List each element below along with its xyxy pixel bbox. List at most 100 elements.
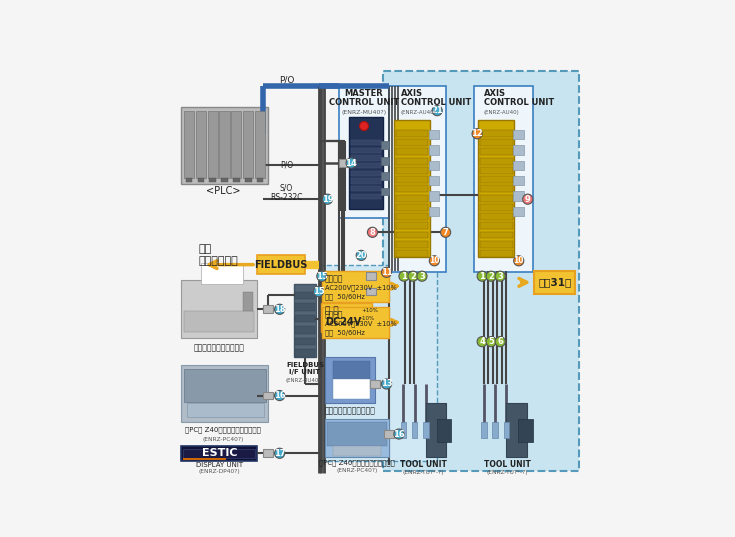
Circle shape bbox=[486, 271, 496, 281]
Text: FIELDBUS: FIELDBUS bbox=[286, 362, 324, 368]
Bar bbox=[480, 204, 512, 211]
Text: 21: 21 bbox=[431, 106, 443, 115]
Bar bbox=[480, 231, 512, 238]
Bar bbox=[320, 303, 373, 332]
Bar bbox=[513, 192, 524, 201]
Text: TOOL UNIT: TOOL UNIT bbox=[484, 460, 531, 469]
Bar bbox=[295, 303, 315, 311]
Circle shape bbox=[486, 337, 496, 347]
Text: 16: 16 bbox=[393, 430, 405, 439]
Circle shape bbox=[477, 337, 487, 347]
Bar bbox=[295, 315, 315, 322]
Text: 5: 5 bbox=[488, 337, 494, 346]
Circle shape bbox=[408, 271, 418, 281]
Text: TOOL UNIT: TOOL UNIT bbox=[400, 460, 447, 469]
Bar bbox=[196, 111, 206, 178]
Text: P/O: P/O bbox=[280, 160, 293, 169]
Circle shape bbox=[381, 379, 392, 389]
Circle shape bbox=[477, 271, 487, 281]
Bar bbox=[366, 288, 376, 295]
Circle shape bbox=[472, 129, 482, 139]
Bar bbox=[257, 256, 305, 274]
Circle shape bbox=[514, 256, 524, 266]
Circle shape bbox=[399, 271, 409, 281]
Circle shape bbox=[356, 250, 366, 260]
Text: -10%: -10% bbox=[361, 316, 376, 321]
Circle shape bbox=[275, 448, 284, 459]
Bar bbox=[395, 231, 429, 238]
Bar bbox=[339, 86, 390, 219]
Text: 三相  50/60Hz: 三相 50/60Hz bbox=[325, 330, 365, 337]
Bar bbox=[333, 379, 370, 400]
Text: 6: 6 bbox=[498, 337, 503, 346]
Circle shape bbox=[346, 158, 356, 168]
Text: ＜PC＞ Z40マネージメントソフト: ＜PC＞ Z40マネージメントソフト bbox=[185, 427, 262, 433]
Bar bbox=[201, 263, 243, 284]
Bar bbox=[534, 271, 575, 294]
Bar bbox=[209, 178, 216, 182]
Bar bbox=[437, 419, 451, 442]
Bar bbox=[513, 146, 524, 155]
Bar bbox=[328, 422, 387, 446]
Text: AC200V～230V  ±10%: AC200V～230V ±10% bbox=[325, 321, 396, 327]
Bar bbox=[429, 192, 439, 201]
Bar bbox=[395, 167, 429, 174]
Text: ESTIC: ESTIC bbox=[201, 447, 237, 458]
Bar bbox=[401, 423, 406, 438]
Bar bbox=[340, 159, 349, 167]
Bar bbox=[182, 107, 268, 184]
Text: 7: 7 bbox=[442, 228, 448, 237]
Bar bbox=[480, 148, 512, 155]
Text: MASTER: MASTER bbox=[345, 89, 384, 98]
Text: DISPLAY UNIT: DISPLAY UNIT bbox=[196, 462, 243, 468]
Bar bbox=[384, 430, 395, 438]
Circle shape bbox=[440, 227, 451, 237]
Bar bbox=[295, 350, 315, 357]
Bar bbox=[351, 186, 381, 192]
Bar bbox=[351, 171, 381, 176]
Circle shape bbox=[359, 121, 368, 130]
Text: AXIS: AXIS bbox=[484, 89, 506, 98]
Text: AXIS: AXIS bbox=[401, 89, 423, 98]
Text: 10: 10 bbox=[514, 256, 524, 265]
Bar bbox=[480, 130, 512, 137]
Text: FIELDBUS: FIELDBUS bbox=[254, 260, 307, 270]
Bar bbox=[294, 284, 316, 357]
Circle shape bbox=[381, 267, 392, 278]
Bar bbox=[255, 111, 265, 178]
Bar bbox=[184, 458, 226, 460]
Bar bbox=[322, 271, 390, 302]
Text: P/O: P/O bbox=[279, 75, 295, 84]
Text: 20: 20 bbox=[356, 251, 367, 260]
Text: 3: 3 bbox=[419, 272, 425, 281]
Bar bbox=[232, 111, 241, 178]
Text: 制御電源: 制御電源 bbox=[325, 274, 343, 283]
Text: 1: 1 bbox=[479, 272, 485, 281]
Bar bbox=[184, 311, 254, 332]
Circle shape bbox=[313, 287, 323, 296]
Text: 単相  50/60Hz: 単相 50/60Hz bbox=[325, 294, 365, 300]
Circle shape bbox=[495, 271, 505, 281]
Bar bbox=[207, 111, 218, 178]
Bar bbox=[480, 185, 512, 192]
Bar bbox=[394, 120, 430, 257]
Text: ＜PC＞ Z40マネージメントソフト: ＜PC＞ Z40マネージメントソフト bbox=[319, 459, 395, 466]
Bar bbox=[395, 222, 429, 229]
Text: ＜シリアルプリンター＞: ＜シリアルプリンター＞ bbox=[325, 407, 376, 416]
Bar bbox=[198, 178, 204, 182]
Text: 2: 2 bbox=[410, 272, 416, 281]
Text: 最大31軸: 最大31軸 bbox=[538, 277, 571, 287]
Bar bbox=[506, 403, 527, 457]
Bar bbox=[395, 185, 429, 192]
Text: 11: 11 bbox=[381, 268, 392, 277]
Text: 18: 18 bbox=[274, 305, 285, 314]
Bar bbox=[480, 158, 512, 164]
Text: 15: 15 bbox=[312, 287, 324, 296]
Circle shape bbox=[432, 106, 442, 115]
Text: 12: 12 bbox=[471, 129, 483, 138]
Bar bbox=[351, 140, 381, 146]
Text: 19: 19 bbox=[322, 195, 333, 204]
Circle shape bbox=[495, 337, 505, 347]
Bar bbox=[395, 158, 429, 164]
Bar bbox=[383, 70, 579, 471]
